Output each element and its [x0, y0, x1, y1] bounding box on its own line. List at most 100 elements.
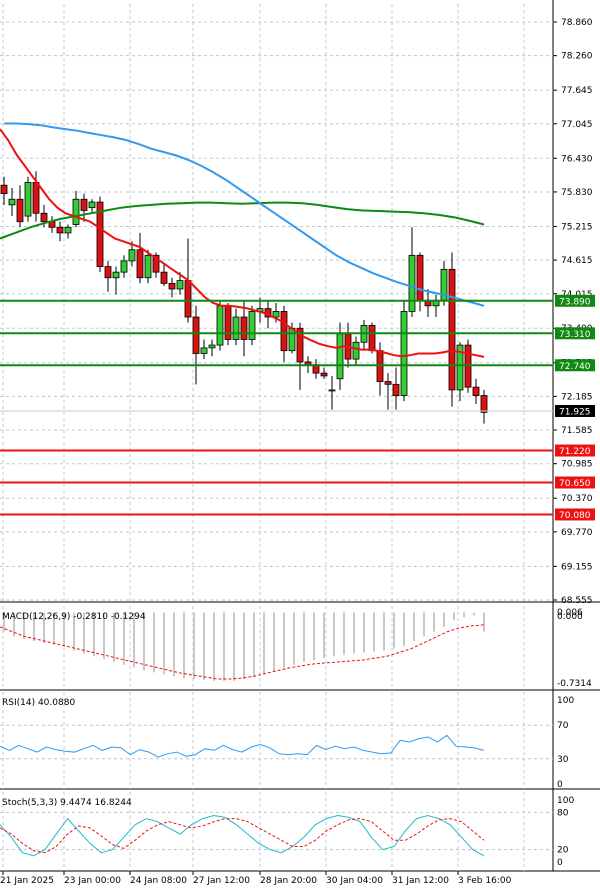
candle-bearish	[392, 383, 400, 396]
price-tick-label: 69.155	[561, 562, 593, 572]
ma-slow-line	[0, 201, 485, 240]
candle-bearish	[160, 271, 168, 284]
candle-bullish	[24, 182, 32, 217]
candle-bullish	[328, 389, 336, 392]
price-tick-label: 75.215	[561, 222, 593, 232]
candle-bearish	[0, 184, 8, 195]
time-tick-label: 31 Jan 12:00	[392, 876, 449, 886]
stoch-tick-label: 80	[557, 808, 569, 818]
candle-bearish	[240, 316, 248, 340]
candle-bearish	[320, 372, 328, 377]
candle-bullish	[144, 254, 152, 279]
candle-bullish	[272, 311, 280, 318]
resistance-level-label: 72.740	[559, 362, 591, 372]
candle-bearish	[296, 327, 304, 363]
candle-bearish	[80, 198, 88, 211]
candle-bearish	[56, 226, 64, 234]
price-tick-label: 70.985	[561, 460, 593, 470]
time-tick-label: 28 Jan 20:00	[260, 876, 317, 886]
price-tick-label: 69.770	[561, 528, 593, 538]
candle-bullish	[208, 344, 216, 349]
stoch-main-line	[0, 814, 485, 857]
candle-bullish	[352, 341, 360, 360]
rsi-tick-label: 70	[557, 721, 569, 731]
candle-bullish	[200, 347, 208, 354]
candle-bullish	[456, 344, 464, 391]
price-tick-label: 77.645	[561, 86, 593, 96]
candle-bullish	[176, 280, 184, 290]
price-tick-label: 68.555	[561, 596, 593, 606]
stoch-tick-label: 0	[557, 858, 563, 868]
rsi-label: RSI(14) 40.0880	[2, 698, 75, 708]
candle-bullish	[128, 249, 136, 262]
resistance-level-label: 73.310	[559, 330, 591, 340]
candle-bullish	[336, 333, 344, 380]
candle-bullish	[232, 316, 240, 340]
rsi-tick-label: 100	[557, 696, 574, 706]
candle-bullish	[88, 201, 96, 209]
candle-bearish	[368, 325, 376, 352]
candle-bullish	[120, 260, 128, 273]
candle-bearish	[16, 198, 24, 223]
rsi-tick-label: 30	[557, 755, 569, 765]
support-level-label-bg	[555, 444, 595, 457]
candle-bullish	[400, 311, 408, 396]
price-tick-label: 76.430	[561, 154, 593, 164]
price-tick-label: 70.370	[561, 494, 593, 504]
support-level-label-bg	[555, 508, 595, 521]
resistance-level-label-bg	[555, 294, 595, 307]
candle-bullish	[64, 226, 72, 234]
candle-bearish	[192, 316, 200, 354]
macd-tick-label: 0.006	[557, 608, 583, 618]
candle-bearish	[224, 305, 232, 340]
candle-bullish	[248, 311, 256, 340]
price-tick-label: 78.260	[561, 52, 593, 62]
rsi-tick-label: 0	[557, 780, 563, 790]
candle-bearish	[32, 182, 40, 214]
macd-signal-line	[0, 624, 485, 680]
price-tick-label: 71.585	[561, 426, 593, 436]
price-tick-label: 74.615	[561, 256, 593, 266]
price-tick-label: 77.045	[561, 120, 593, 130]
ma-mid-line	[4, 122, 485, 307]
macd-tick-label: 0.000	[557, 612, 583, 622]
candle-bearish	[96, 201, 104, 267]
price-tick-label: 75.830	[561, 188, 593, 198]
candle-bearish	[480, 395, 488, 413]
macd-label: MACD(12,26,9) -0.2810 -0.1294	[2, 612, 146, 622]
support-level-label: 70.080	[559, 511, 591, 521]
time-tick-label: 23 Jan 00:00	[64, 876, 121, 886]
time-tick-label: 27 Jan 12:00	[193, 876, 250, 886]
candle-bullish	[288, 327, 296, 352]
stoch-tick-label: 100	[557, 796, 574, 806]
price-tick-label: 72.185	[561, 392, 593, 402]
candle-bullish	[408, 254, 416, 312]
candle-bullish	[72, 198, 80, 225]
candle-bearish	[40, 212, 48, 223]
rsi-line	[0, 734, 485, 758]
resistance-level-label: 73.890	[559, 297, 591, 307]
candle-bearish	[416, 254, 424, 301]
resistance-level-label-bg	[555, 359, 595, 372]
time-tick-label: 21 Jan 2025	[0, 876, 54, 886]
time-tick-label: 24 Jan 08:00	[130, 876, 187, 886]
candle-bearish	[184, 280, 192, 318]
current-price-label-bg	[555, 404, 595, 417]
macd-tick-label: -0.7314	[557, 679, 592, 689]
candle-bearish	[104, 266, 112, 279]
current-price-label: 71.925	[559, 407, 591, 417]
candle-bearish	[168, 282, 176, 290]
support-level-label: 70.650	[559, 479, 591, 489]
resistance-level-label-bg	[555, 327, 595, 340]
candle-bearish	[384, 381, 392, 385]
candle-bearish	[448, 268, 456, 391]
price-tick-label: 78.860	[561, 18, 593, 28]
stoch-label: Stoch(5,3,3) 9.4474 16.8244	[2, 798, 132, 808]
candle-bearish	[136, 249, 144, 279]
candle-bearish	[152, 254, 160, 273]
support-level-label: 71.220	[559, 447, 591, 457]
time-tick-label: 30 Jan 04:00	[326, 876, 383, 886]
time-tick-label: 3 Feb 16:00	[458, 876, 512, 886]
